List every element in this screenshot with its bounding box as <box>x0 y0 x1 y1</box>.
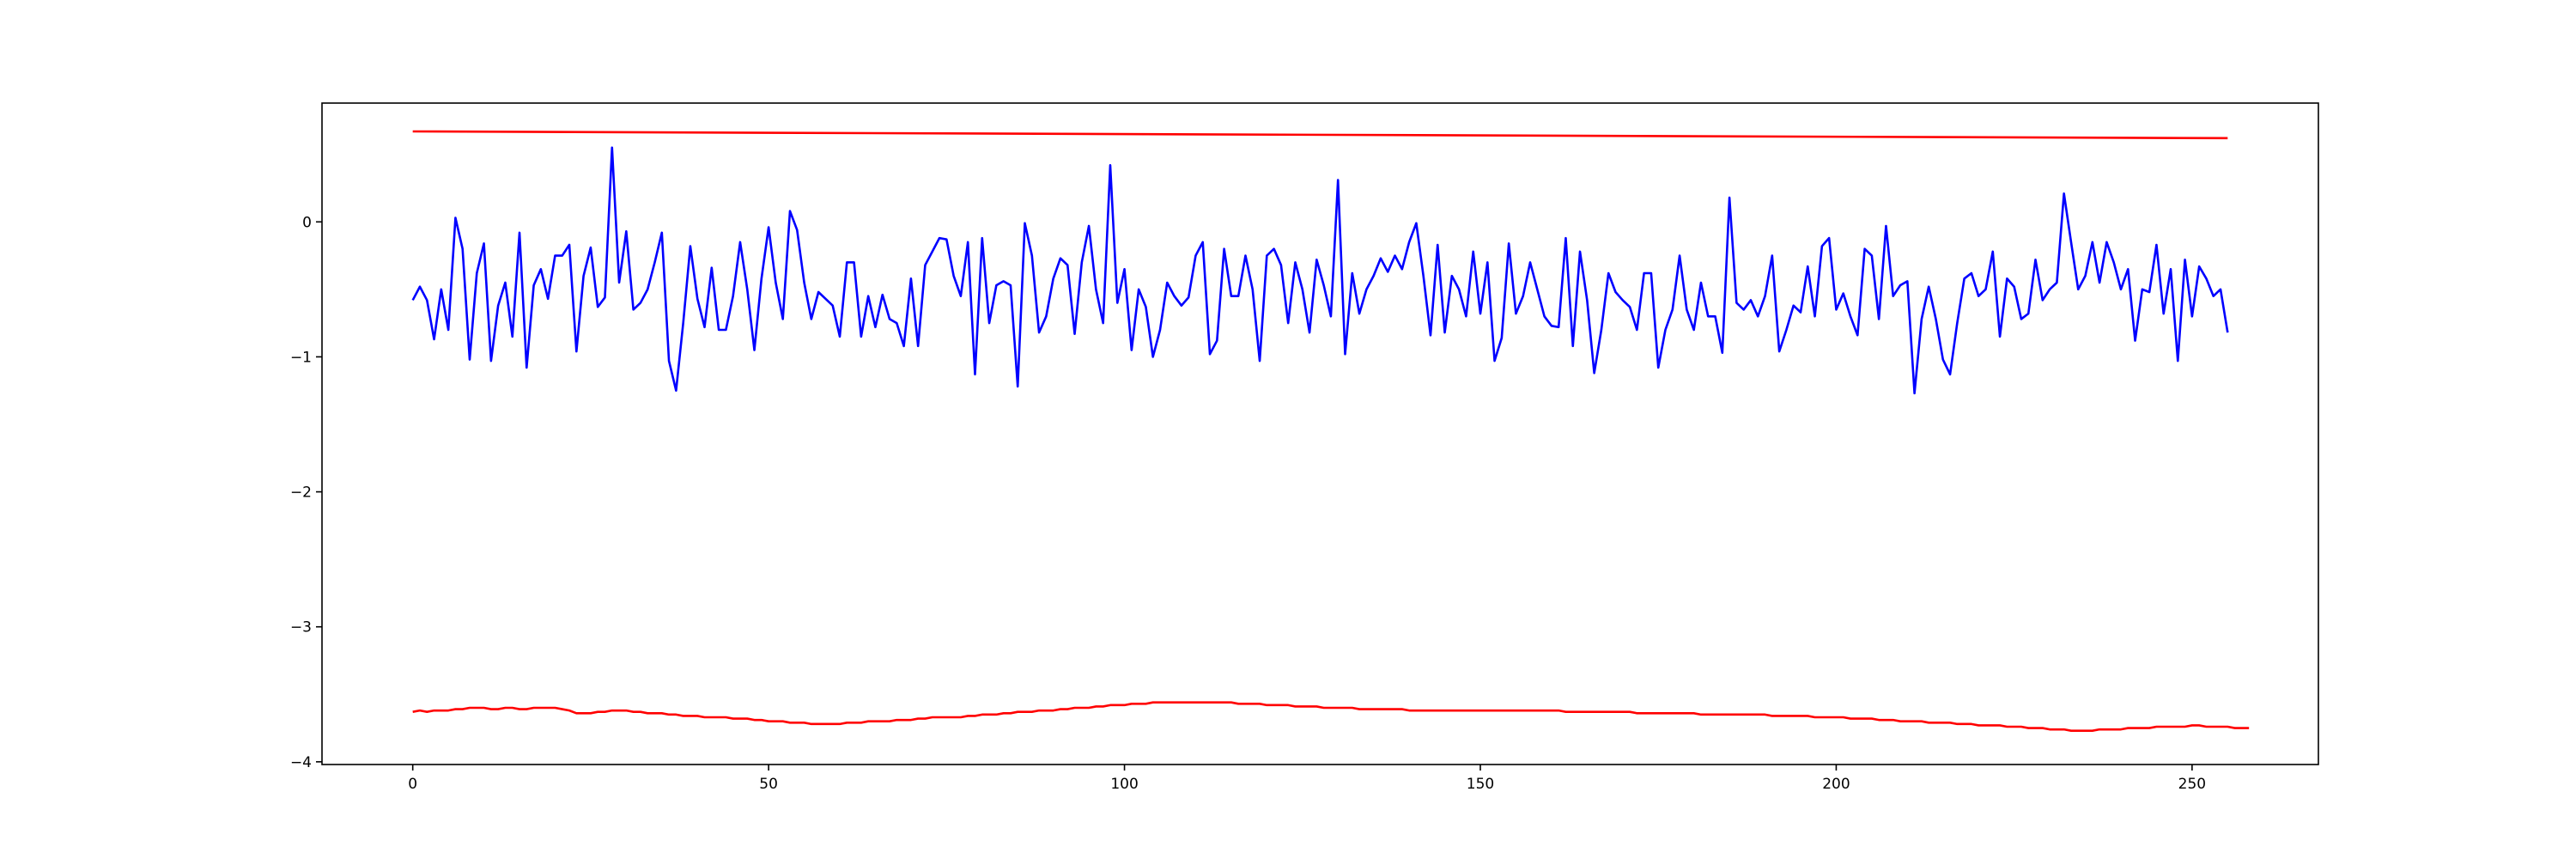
y-tick-label: −1 <box>290 349 312 366</box>
x-tick-label: 150 <box>1467 776 1494 793</box>
series-line-2 <box>412 701 2250 733</box>
x-tick-label: 0 <box>408 776 417 793</box>
x-tick-label: 50 <box>759 776 778 793</box>
x-tick-label: 250 <box>2178 776 2206 793</box>
series-line-3 <box>412 130 2228 140</box>
axes-frame <box>321 102 2319 765</box>
x-tick-label: 100 <box>1110 776 1138 793</box>
x-axis-ticks: 0 50 100 150 200 250 <box>408 765 2206 793</box>
y-axis-ticks: −4 −3 −2 −1 0 <box>290 214 322 771</box>
y-tick-label: −4 <box>290 754 312 771</box>
y-tick-label: −3 <box>290 619 312 637</box>
series-line-1 <box>411 146 2229 395</box>
series-group <box>411 130 2250 733</box>
plot-area: 0 50 100 150 200 250 −4 −3 −2 −1 0 <box>290 102 2319 793</box>
y-tick-label: −2 <box>290 484 312 502</box>
x-tick-label: 200 <box>1822 776 1850 793</box>
y-tick-label: 0 <box>302 214 312 231</box>
